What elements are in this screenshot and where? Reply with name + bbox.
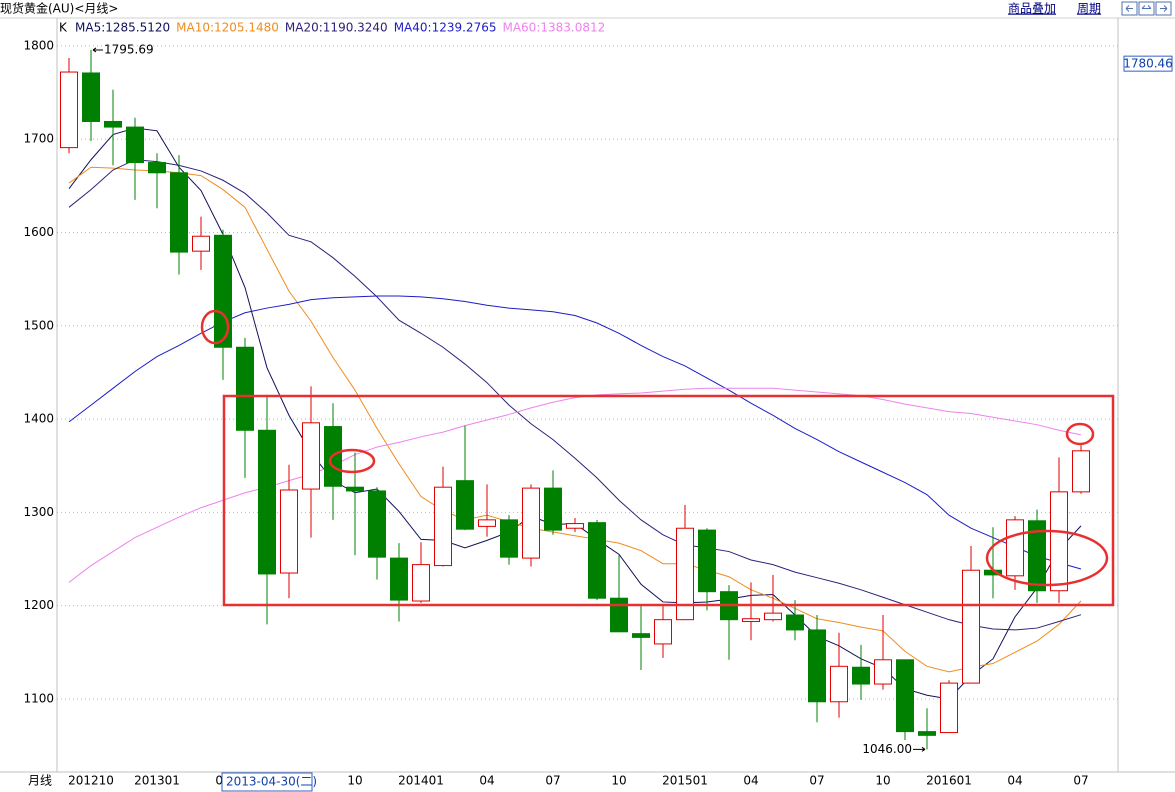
cursor-label: 2013-04-30(二) xyxy=(226,775,317,789)
overlay-button[interactable]: 商品叠加 xyxy=(1008,1,1056,16)
candle-body xyxy=(1050,491,1068,592)
low-label: 1046.00 xyxy=(862,742,912,756)
x-tick-label: 201501 xyxy=(662,774,708,788)
candle-body xyxy=(434,486,452,567)
candle-body xyxy=(522,487,540,559)
highlight-circle xyxy=(985,529,1109,587)
highlight-circle xyxy=(200,309,230,345)
ma-line xyxy=(68,295,1082,570)
price-marker-box xyxy=(1123,55,1173,72)
candle-body xyxy=(742,618,760,623)
highlight-circle xyxy=(1065,422,1095,446)
y-tick-label: 1300 xyxy=(23,505,54,519)
legend-entry: MA5:1285.5120 xyxy=(75,21,170,35)
x-tick-label: 201401 xyxy=(398,774,444,788)
cursor-label-group: 2013-04-30(二) xyxy=(221,772,317,792)
legend-entry: MA20:1190.3240 xyxy=(285,21,388,35)
candle-body xyxy=(192,235,210,252)
period-button[interactable]: 周期 xyxy=(1077,2,1101,16)
candle-body xyxy=(346,486,364,492)
ma-line xyxy=(68,159,1082,631)
nav-buttons[interactable] xyxy=(1121,1,1172,16)
candle-body xyxy=(786,614,804,631)
highlight-circle xyxy=(328,448,376,474)
x-tick-label: 07 xyxy=(1073,774,1088,788)
y-tick-label: 1200 xyxy=(23,598,54,612)
candle-body xyxy=(940,682,958,734)
candle-body xyxy=(896,659,914,733)
legend-entry: MA60:1383.0812 xyxy=(502,21,605,35)
price-marker: 1780.46 xyxy=(1123,57,1173,71)
candle-body xyxy=(918,731,936,736)
x-tick-label: 10 xyxy=(611,774,626,788)
candle-body xyxy=(962,569,980,684)
x-tick-label: 201301 xyxy=(134,774,180,788)
candle-body xyxy=(258,429,276,575)
candle-body xyxy=(148,162,166,174)
candle-body xyxy=(126,126,144,164)
candle-body xyxy=(302,422,320,490)
candle-body xyxy=(478,519,496,527)
x-tick-label: 04 xyxy=(743,774,758,788)
y-tick-label: 1700 xyxy=(23,132,54,146)
candle-body xyxy=(500,519,518,558)
ma-line xyxy=(68,387,1082,583)
extreme-arrow xyxy=(92,47,103,53)
candle-body xyxy=(566,523,584,529)
legend-prefix: K xyxy=(59,21,68,35)
candle-body xyxy=(544,487,562,531)
x-tick-label: 10 xyxy=(875,774,890,788)
candle-body xyxy=(236,346,254,431)
candle-body xyxy=(764,612,782,621)
candle-body xyxy=(60,71,78,149)
y-tick-label: 1500 xyxy=(23,318,54,332)
extreme-arrow xyxy=(913,746,926,752)
x-tick-label: 10 xyxy=(347,774,362,788)
chart-title: 现货黄金(AU)<月线> xyxy=(0,1,118,16)
y-tick-label: 1100 xyxy=(23,691,54,705)
ma-line xyxy=(68,166,1082,673)
cursor-box xyxy=(221,772,313,792)
candle-body xyxy=(588,522,606,599)
candle-body xyxy=(874,659,892,685)
candle-body xyxy=(1006,519,1024,577)
candle-body xyxy=(830,665,848,703)
candle-body xyxy=(368,490,386,558)
candle-body xyxy=(1072,450,1090,493)
candle-body xyxy=(808,629,826,703)
x-tick-label: 07 xyxy=(545,774,560,788)
x-tick-label: 04 xyxy=(1007,774,1022,788)
y-tick-label: 1400 xyxy=(23,412,54,426)
candle-body xyxy=(170,172,188,253)
candle-body xyxy=(610,597,628,633)
candle-body xyxy=(456,480,474,530)
candle-body xyxy=(698,529,716,593)
x-tick-label: 04 xyxy=(479,774,494,788)
x-axis-label: 月线 xyxy=(28,774,52,788)
legend-entry: MA40:1239.2765 xyxy=(394,21,497,35)
candle-body xyxy=(412,564,430,602)
x-tick-label: 07 xyxy=(809,774,824,788)
y-tick-label: 1600 xyxy=(23,225,54,239)
candle-body xyxy=(1028,520,1046,592)
x-tick-label: 201601 xyxy=(926,774,972,788)
candle-body xyxy=(632,633,650,638)
candle-body xyxy=(852,666,870,685)
candle-body xyxy=(654,619,672,645)
candle-body xyxy=(104,120,122,128)
candle-body xyxy=(280,489,298,574)
y-tick-label: 1800 xyxy=(23,38,54,52)
legend-entry: MA10:1205.1480 xyxy=(176,21,279,35)
x-tick-label: 201210 xyxy=(68,774,114,788)
candle-body xyxy=(82,72,100,122)
candle-body xyxy=(676,527,694,621)
annotations xyxy=(200,309,1115,607)
high-label: 1795.69 xyxy=(104,42,154,56)
highlight-box xyxy=(222,394,1115,607)
candle-body xyxy=(390,557,408,601)
